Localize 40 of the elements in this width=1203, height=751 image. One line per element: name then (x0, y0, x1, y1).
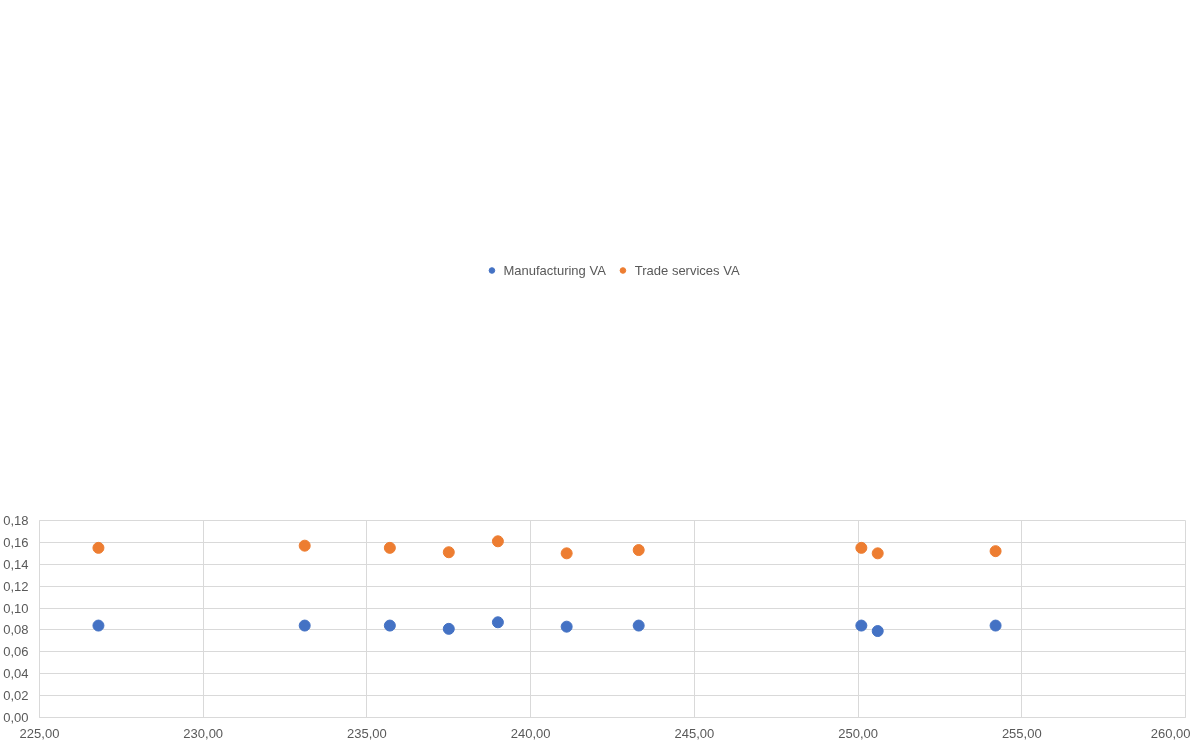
point (491, 616, 504, 629)
point (560, 547, 573, 560)
y-tick-label: 0,10 (3, 600, 29, 616)
point (383, 619, 396, 632)
point (92, 541, 105, 554)
x-tick-label: 260,00 (1150, 725, 1191, 741)
point (989, 619, 1002, 632)
point (855, 541, 868, 554)
legend-label: Trade services VA (634, 262, 740, 278)
point (442, 546, 455, 559)
point (491, 535, 504, 548)
point (560, 620, 573, 633)
x-tick-label: 235,00 (347, 725, 387, 741)
point (632, 619, 645, 632)
y-tick-label: 0,06 (3, 644, 29, 660)
x-tick-label: 255,00 (1001, 725, 1042, 741)
y-tick-label: 0,02 (3, 688, 29, 704)
point (298, 539, 311, 552)
x-tick-label: 230,00 (183, 725, 224, 741)
x-tick-label: 240,00 (510, 725, 551, 741)
point (871, 625, 884, 638)
point (855, 619, 868, 632)
y-tick-label: 0,08 (3, 622, 29, 638)
y-tick-label: 0,18 (3, 513, 29, 528)
point (298, 619, 311, 632)
x-tick-label: 225,00 (19, 725, 60, 741)
point (383, 541, 396, 554)
point (871, 547, 884, 560)
y-tick-label: 0,14 (3, 556, 29, 572)
point (989, 545, 1002, 558)
y-tick-label: 0,12 (3, 578, 29, 594)
y-tick-label: 0,00 (3, 710, 29, 725)
y-tick-label: 0,16 (3, 534, 29, 550)
point (442, 622, 455, 635)
point (632, 544, 645, 557)
point (92, 619, 105, 632)
y-tick-label: 0,04 (3, 666, 29, 682)
legend-label: Manufacturing VA (503, 262, 606, 278)
x-tick-label: 250,00 (838, 725, 878, 741)
x-tick-label: 245,00 (674, 725, 715, 741)
